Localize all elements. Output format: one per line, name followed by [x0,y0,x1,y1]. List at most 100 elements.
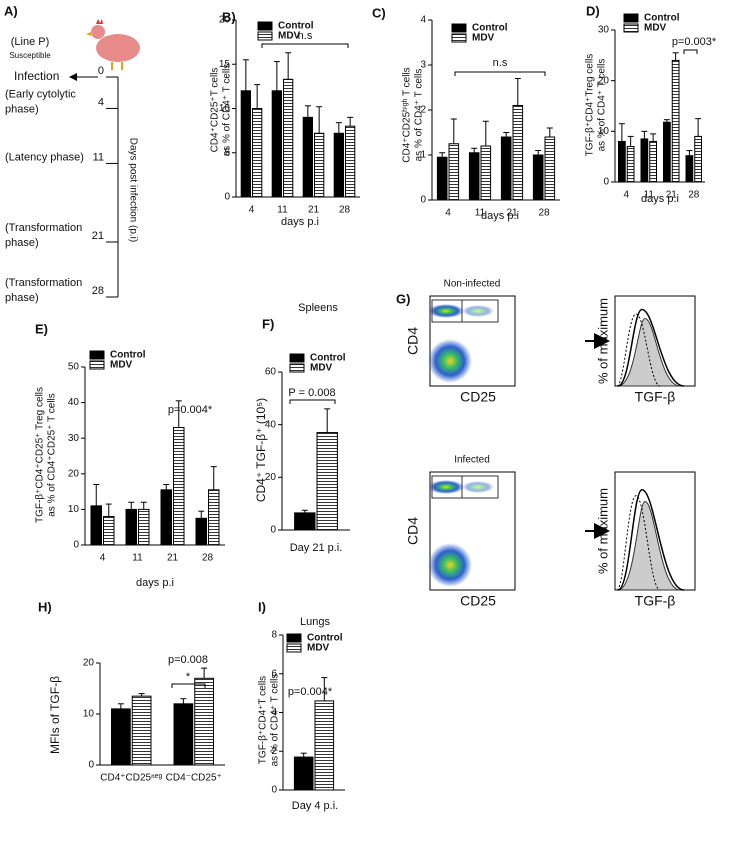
histogram-line [617,308,685,387]
legend-swatch [623,13,639,23]
y-tick-label: 10 [219,103,231,114]
legend-swatch [89,350,105,360]
phase-label: phase) [5,237,39,249]
legend-label: MDV [472,33,495,44]
y-tick-label: 30 [68,433,80,444]
y-tick-label: 2 [271,746,277,757]
y-axis-label: TGF-β⁺CD4⁺Treg cells [585,54,596,157]
bar [468,152,480,201]
x-axis-label: Day 21 p.i. [290,542,343,554]
histogram-line [617,488,685,591]
panel-letter: E) [35,321,48,336]
histogram-filled [617,500,681,591]
annotation: p=0.004* [288,686,333,698]
bar [138,508,150,546]
y-tick-label: 4 [271,707,277,718]
y-axis-label: CD4⁺ TGF-β⁺ (10⁵) [254,398,268,502]
y-tick-label: 10 [68,504,80,515]
bar [500,136,512,201]
y-tick-label: 5 [224,147,230,158]
x-tick-label: 4 [249,205,255,216]
legend-swatch [286,643,302,653]
timeline-day: 11 [93,151,104,163]
x-axis-label: TGF-β [635,593,676,609]
y-axis-label: as % of CD4⁺ T cells [414,69,425,162]
x-axis-label: days p.i [641,193,679,205]
bar [671,59,680,183]
line-label: (Line P) [11,36,50,48]
x-tick-label: 28 [339,205,351,216]
y-tick-label: 0 [270,525,276,536]
bar [333,132,345,198]
bar [316,432,338,531]
x-tick-label: 11 [644,190,655,201]
density-cluster [462,481,494,493]
panel-letter: F) [262,316,274,331]
y-axis-label: TGF-β⁺CD4⁺T cells [258,676,269,764]
legend-swatch [451,23,467,33]
y-axis-label: CD4⁺CD25⁺T cells [210,68,221,153]
event-label: Infection [14,69,59,83]
y-tick-label: 0 [88,760,94,771]
x-tick-label: 28 [538,208,550,219]
phase-label: (Transformation [5,277,82,289]
y-tick-label: 8 [271,630,277,641]
bar [294,512,316,531]
legend-label: MDV [278,31,301,42]
chart-title: Lungs [300,616,330,628]
gate [461,299,499,323]
x-axis-label: days p.i [281,216,319,228]
legend-label: MDV [310,363,333,374]
bar [293,756,314,791]
y-tick-label: 3 [420,60,426,71]
y-tick-label: 30 [598,25,610,36]
x-axis-label: CD25 [460,389,496,405]
y-tick-label: 60 [265,367,277,378]
x-axis-label: days p.i [136,577,174,589]
y-tick-label: 20 [83,658,95,669]
legend-swatch [286,633,302,643]
gate [461,475,499,499]
x-tick-label: CD4⁻CD25⁺ [166,773,222,784]
legend-label: Control [644,13,680,24]
legend-swatch [289,363,305,373]
y-tick-label: 1 [420,150,426,161]
annotation: * [186,671,191,683]
legend-swatch [623,23,639,33]
x-tick-label: CD4⁺CD25ⁿᵉᵍ [100,773,162,784]
legend-swatch [257,31,273,41]
x-tick-label: 11 [277,205,288,216]
y-tick-label: 0 [420,195,426,206]
bar [271,90,283,198]
x-tick-label: 21 [308,205,320,216]
y-axis-label: as % of CD4⁺ T cells [597,59,608,152]
y-axis-label: as % of CD4⁺ T cells [270,674,281,767]
timeline-day: 4 [98,96,104,108]
panel-letter: B) [222,9,236,24]
bar [314,700,335,791]
bar [283,78,294,198]
bar [685,155,694,183]
y-tick-label: 40 [68,397,80,408]
x-tick-label: 11 [475,208,486,219]
phase-label: (Transformation [5,222,82,234]
y-axis-label: as % of CD4⁺ T cells [222,64,233,157]
y-tick-label: 15 [219,59,231,70]
x-tick-label: 21 [506,208,518,219]
y-tick-label: 6 [271,668,277,679]
bar [173,427,185,546]
y-axis-label: CD4 [405,517,421,545]
annotation: n.s [298,30,313,42]
bar [252,108,263,198]
legend-label: Control [110,350,146,361]
bar [240,90,251,198]
x-tick-label: 4 [445,208,451,219]
density-cluster [428,304,464,318]
x-tick-label: 4 [623,190,629,201]
bar [626,146,635,183]
bracket [261,43,349,48]
panel-letter: C) [372,5,386,20]
